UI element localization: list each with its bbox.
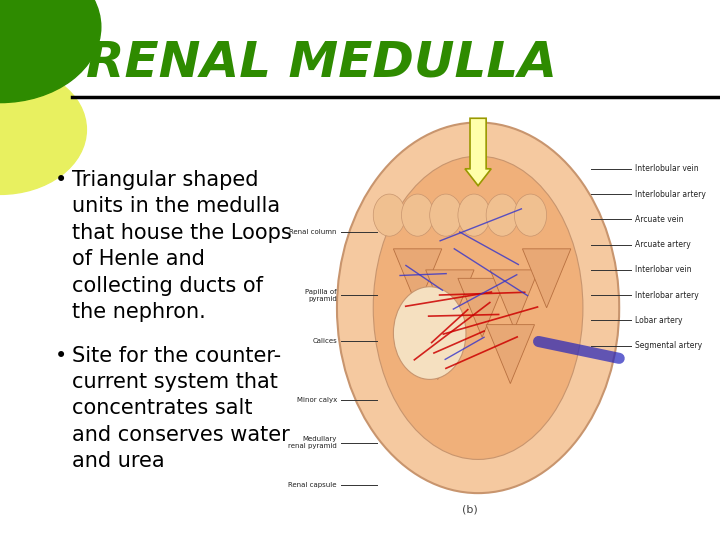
Text: Renal capsule: Renal capsule — [289, 482, 337, 488]
Ellipse shape — [402, 194, 433, 236]
Text: Interlobar artery: Interlobar artery — [635, 291, 699, 300]
Polygon shape — [393, 249, 442, 308]
Text: Papilla of
pyramid: Papilla of pyramid — [305, 289, 337, 302]
Ellipse shape — [430, 194, 462, 236]
Circle shape — [0, 65, 86, 194]
FancyArrow shape — [465, 118, 491, 186]
Text: Lobar artery: Lobar artery — [635, 316, 683, 325]
Polygon shape — [490, 270, 539, 329]
Text: Medullary
renal pyramid: Medullary renal pyramid — [288, 436, 337, 449]
Text: Arcuate artery: Arcuate artery — [635, 240, 691, 249]
Ellipse shape — [514, 194, 546, 236]
Text: Interlobar vein: Interlobar vein — [635, 265, 692, 274]
Text: Minor calyx: Minor calyx — [297, 397, 337, 403]
Text: •: • — [55, 346, 68, 366]
Ellipse shape — [458, 194, 490, 236]
Polygon shape — [523, 249, 571, 308]
Text: Interlobular vein: Interlobular vein — [635, 164, 699, 173]
Text: Calices: Calices — [312, 339, 337, 345]
Text: Triangular shaped
units in the medulla
that house the Loops
of Henle and
collect: Triangular shaped units in the medulla t… — [72, 170, 292, 322]
Text: RENAL MEDULLA: RENAL MEDULLA — [86, 38, 557, 86]
Text: Site for the counter-
current system that
concentrates salt
and conserves water
: Site for the counter- current system tha… — [72, 346, 289, 471]
Ellipse shape — [486, 194, 518, 236]
Text: •: • — [55, 170, 68, 190]
Ellipse shape — [393, 287, 466, 380]
Ellipse shape — [373, 156, 583, 460]
Polygon shape — [458, 278, 506, 338]
Ellipse shape — [337, 123, 619, 493]
Text: Renal column: Renal column — [289, 229, 337, 235]
Text: (b): (b) — [462, 504, 478, 514]
Text: Interlobular artery: Interlobular artery — [635, 190, 706, 199]
Text: Segmental artery: Segmental artery — [635, 341, 703, 350]
Circle shape — [0, 0, 101, 103]
Polygon shape — [413, 320, 462, 380]
Polygon shape — [426, 270, 474, 329]
Text: Arcuate vein: Arcuate vein — [635, 215, 684, 224]
Polygon shape — [486, 325, 534, 383]
Ellipse shape — [373, 194, 405, 236]
